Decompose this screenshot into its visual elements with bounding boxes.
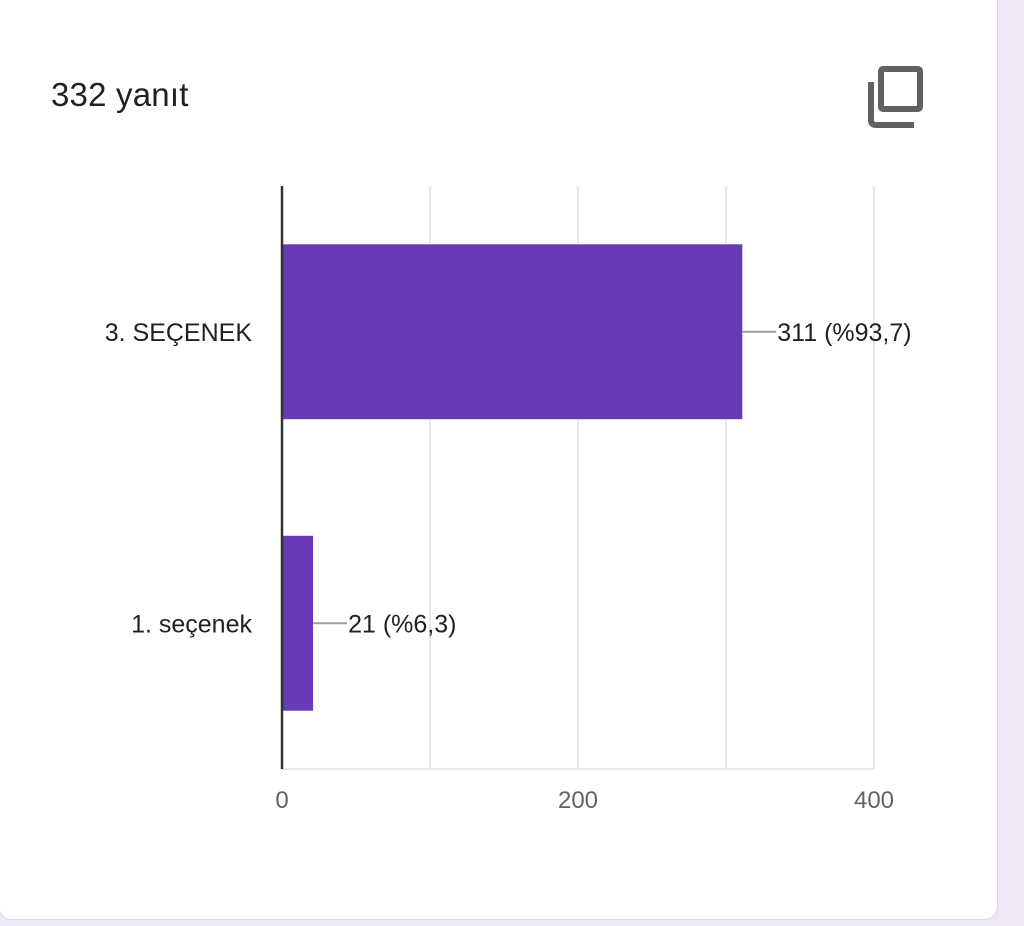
bar (282, 535, 314, 711)
copy-chart-button[interactable] (862, 60, 932, 132)
x-tick-label: 200 (558, 787, 598, 814)
response-summary-card (0, 0, 998, 920)
data-label: 311 (%93,7) (777, 319, 911, 347)
category-label: 1. seçenek (131, 610, 252, 638)
chart-labels: 0 200 400 3. SEÇENEK 311 (%93,7) 1. seçenek 21… (105, 319, 912, 814)
response-count: 332 yanıt (51, 76, 189, 113)
chart-bars (282, 244, 743, 711)
x-tick-label: 0 (275, 787, 288, 814)
copy-icon (868, 66, 923, 128)
category-label: 3. SEÇENEK (105, 319, 253, 347)
x-tick-label: 400 (854, 787, 894, 814)
data-label: 21 (%6,3) (348, 610, 456, 638)
bar (282, 244, 743, 420)
